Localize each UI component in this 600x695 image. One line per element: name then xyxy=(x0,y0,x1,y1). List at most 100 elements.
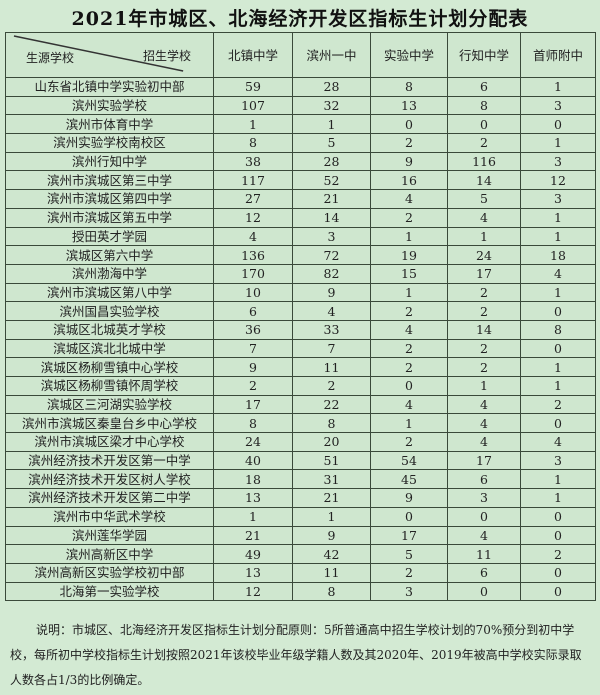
column-header: 实验中学 xyxy=(370,32,448,78)
quota-cell: 9 xyxy=(370,488,448,508)
quota-cell: 27 xyxy=(213,189,293,209)
quota-cell: 1 xyxy=(370,413,448,434)
quota-cell: 49 xyxy=(213,544,293,564)
school-name-cell: 滨州实验学校 xyxy=(5,95,214,116)
quota-cell: 19 xyxy=(370,245,448,265)
quota-cell: 8 xyxy=(520,319,596,340)
quota-cell: 1 xyxy=(447,376,521,396)
table-row: 滨城区第六中学 136 72 19 24 18 xyxy=(5,245,596,265)
quota-cell: 2 xyxy=(520,544,596,564)
quota-cell: 11 xyxy=(447,544,521,564)
school-name-cell: 滨州市滨城区第八中学 xyxy=(5,282,214,303)
quota-cell: 0 xyxy=(520,301,596,321)
quota-cell: 42 xyxy=(292,544,371,564)
quota-cell: 2 xyxy=(370,562,448,583)
table-row: 滨州市滨城区秦皇台乡中心学校 8 8 1 4 0 xyxy=(5,413,596,434)
quota-cell: 1 xyxy=(520,282,596,303)
quota-cell: 0 xyxy=(447,114,521,135)
school-name-cell: 滨城区第六中学 xyxy=(5,245,214,265)
quota-cell: 1 xyxy=(520,77,596,97)
school-name-cell: 滨城区北城英才学校 xyxy=(5,319,214,340)
table-row: 滨州高新区中学 49 42 5 11 2 xyxy=(5,544,596,564)
table-row: 滨城区滨北北城中学 7 7 2 2 0 xyxy=(5,338,596,359)
quota-cell: 8 xyxy=(213,413,293,434)
table-row: 滨州莲华学园 21 9 17 4 0 xyxy=(5,525,596,546)
quota-cell: 40 xyxy=(213,450,293,471)
column-header: 滨州一中 xyxy=(292,32,371,78)
quota-cell: 0 xyxy=(520,581,596,602)
quota-cell: 136 xyxy=(213,245,293,265)
quota-cell: 0 xyxy=(520,114,596,135)
school-name-cell: 滨州经济技术开发区第二中学 xyxy=(5,488,214,508)
row-axis-label: 生源学校 xyxy=(26,51,75,65)
school-name-cell: 滨州经济技术开发区树人学校 xyxy=(5,469,214,490)
table-row: 滨州实验学校南校区 8 5 2 2 1 xyxy=(5,133,596,153)
quota-cell: 52 xyxy=(292,170,371,191)
quota-cell: 21 xyxy=(213,525,293,546)
quota-cell: 0 xyxy=(520,562,596,583)
quota-cell: 3 xyxy=(292,226,371,247)
quota-cell: 0 xyxy=(520,413,596,434)
quota-cell: 107 xyxy=(213,95,293,116)
quota-cell: 21 xyxy=(292,189,371,209)
quota-cell: 9 xyxy=(292,282,371,303)
quota-cell: 1 xyxy=(520,207,596,228)
table-row: 滨州经济技术开发区第一中学 40 51 54 17 3 xyxy=(5,450,596,471)
table-row: 滨州实验学校 107 32 13 8 3 xyxy=(5,95,596,116)
table-row: 滨城区杨柳雪镇中心学校 9 11 2 2 1 xyxy=(5,357,596,377)
quota-cell: 4 xyxy=(447,207,521,228)
quota-cell: 5 xyxy=(370,544,448,564)
quota-cell: 1 xyxy=(370,282,448,303)
quota-cell: 2 xyxy=(370,133,448,153)
quota-cell: 0 xyxy=(370,506,448,527)
table-row: 滨州经济技术开发区第二中学 13 21 9 3 1 xyxy=(5,488,596,508)
table-row: 授田英才学园 4 3 1 1 1 xyxy=(5,226,596,247)
quota-cell: 2 xyxy=(292,376,371,396)
quota-cell: 1 xyxy=(520,376,596,396)
school-name-cell: 滨城区杨柳雪镇怀周学校 xyxy=(5,376,214,396)
quota-cell: 4 xyxy=(447,394,521,415)
quota-cell: 14 xyxy=(447,319,521,340)
school-name-cell: 滨州市滨城区第三中学 xyxy=(5,170,214,191)
table-row: 滨州高新区实验学校初中部 13 11 2 6 0 xyxy=(5,562,596,583)
quota-cell: 1 xyxy=(520,488,596,508)
quota-cell: 3 xyxy=(520,450,596,471)
quota-cell: 1 xyxy=(520,226,596,247)
quota-cell: 14 xyxy=(292,207,371,228)
table-row: 滨州经济技术开发区树人学校 18 31 45 6 1 xyxy=(5,469,596,490)
allocation-table: 生源学校 招生学校 北镇中学 滨州一中 实验中学 行知中学 首师附中 山东省北镇… xyxy=(5,32,596,602)
school-name-cell: 滨州国昌实验学校 xyxy=(5,301,214,321)
quota-cell: 45 xyxy=(370,469,448,490)
column-axis-label: 招生学校 xyxy=(142,49,191,63)
table-row: 滨州市滨城区第三中学 117 52 16 14 12 xyxy=(5,170,596,191)
school-name-cell: 滨城区三河湖实验学校 xyxy=(5,394,214,415)
quota-cell: 2 xyxy=(370,207,448,228)
quota-cell: 72 xyxy=(292,245,371,265)
quota-cell: 14 xyxy=(447,170,521,191)
quota-cell: 13 xyxy=(370,95,448,116)
quota-cell: 9 xyxy=(370,151,448,172)
quota-cell: 2 xyxy=(447,301,521,321)
quota-cell: 2 xyxy=(447,338,521,359)
quota-cell: 2 xyxy=(370,357,448,377)
quota-cell: 1 xyxy=(520,469,596,490)
quota-cell: 4 xyxy=(213,226,293,247)
page-title: 2021年市城区、北海经济开发区指标生计划分配表 xyxy=(71,8,529,30)
quota-cell: 8 xyxy=(292,413,371,434)
quota-cell: 28 xyxy=(292,151,371,172)
quota-cell: 3 xyxy=(520,151,596,172)
table-row: 滨城区北城英才学校 36 33 4 14 8 xyxy=(5,319,596,340)
header-row: 生源学校 招生学校 北镇中学 滨州一中 实验中学 行知中学 首师附中 xyxy=(5,32,596,78)
quota-cell: 2 xyxy=(520,394,596,415)
quota-cell: 7 xyxy=(292,338,371,359)
table-row: 北海第一实验学校 12 8 3 0 0 xyxy=(5,581,596,602)
school-name-cell: 滨州高新区中学 xyxy=(5,544,214,564)
table-row: 滨州行知中学 38 28 9 116 3 xyxy=(5,151,596,172)
corner-header-cell: 生源学校 招生学校 xyxy=(5,32,214,78)
quota-cell: 12 xyxy=(213,207,293,228)
quota-cell: 17 xyxy=(447,263,521,284)
school-name-cell: 滨州莲华学园 xyxy=(5,525,214,546)
quota-cell: 4 xyxy=(370,319,448,340)
quota-cell: 0 xyxy=(447,506,521,527)
quota-cell: 170 xyxy=(213,263,293,284)
